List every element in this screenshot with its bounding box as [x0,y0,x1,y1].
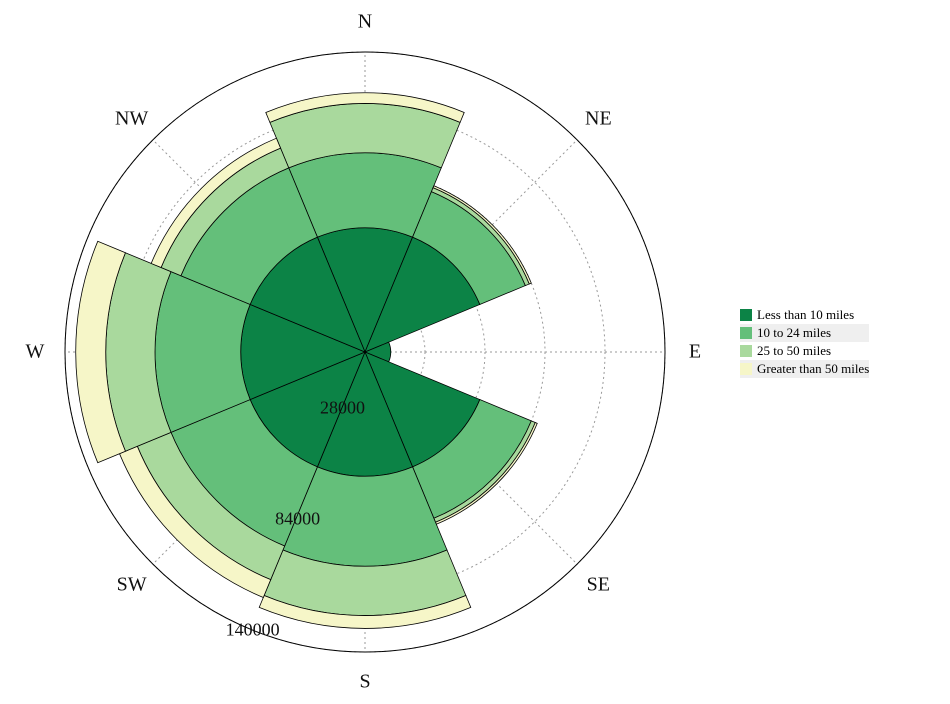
dir-label-N: N [358,11,372,34]
legend-label-2: 25 to 50 miles [757,342,831,360]
r-tick-label-140000: 140000 [226,620,280,641]
dir-label-NW: NW [115,107,148,130]
legend-label-1: 10 to 24 miles [757,324,831,342]
legend-swatch-0 [740,309,752,321]
r-tick-label-84000: 84000 [275,508,320,529]
legend-swatch-1 [740,327,752,339]
legend-row-0: Less than 10 miles [740,306,869,324]
dir-label-NE: NE [585,107,612,130]
legend: Less than 10 miles10 to 24 miles25 to 50… [740,306,869,378]
r-tick-label-28000: 28000 [320,397,365,418]
chart-container: Less than 10 miles10 to 24 miles25 to 50… [0,0,950,704]
dir-label-SE: SE [587,574,610,597]
dir-label-W: W [26,341,45,364]
legend-label-3: Greater than 50 miles [757,360,869,378]
dir-label-E: E [689,341,701,364]
legend-swatch-3 [740,363,752,375]
legend-swatch-2 [740,345,752,357]
legend-row-2: 25 to 50 miles [740,342,869,360]
legend-label-0: Less than 10 miles [757,306,854,324]
dir-label-S: S [359,671,370,694]
legend-row-3: Greater than 50 miles [740,360,869,378]
dir-label-SW: SW [117,574,147,597]
legend-row-1: 10 to 24 miles [740,324,869,342]
